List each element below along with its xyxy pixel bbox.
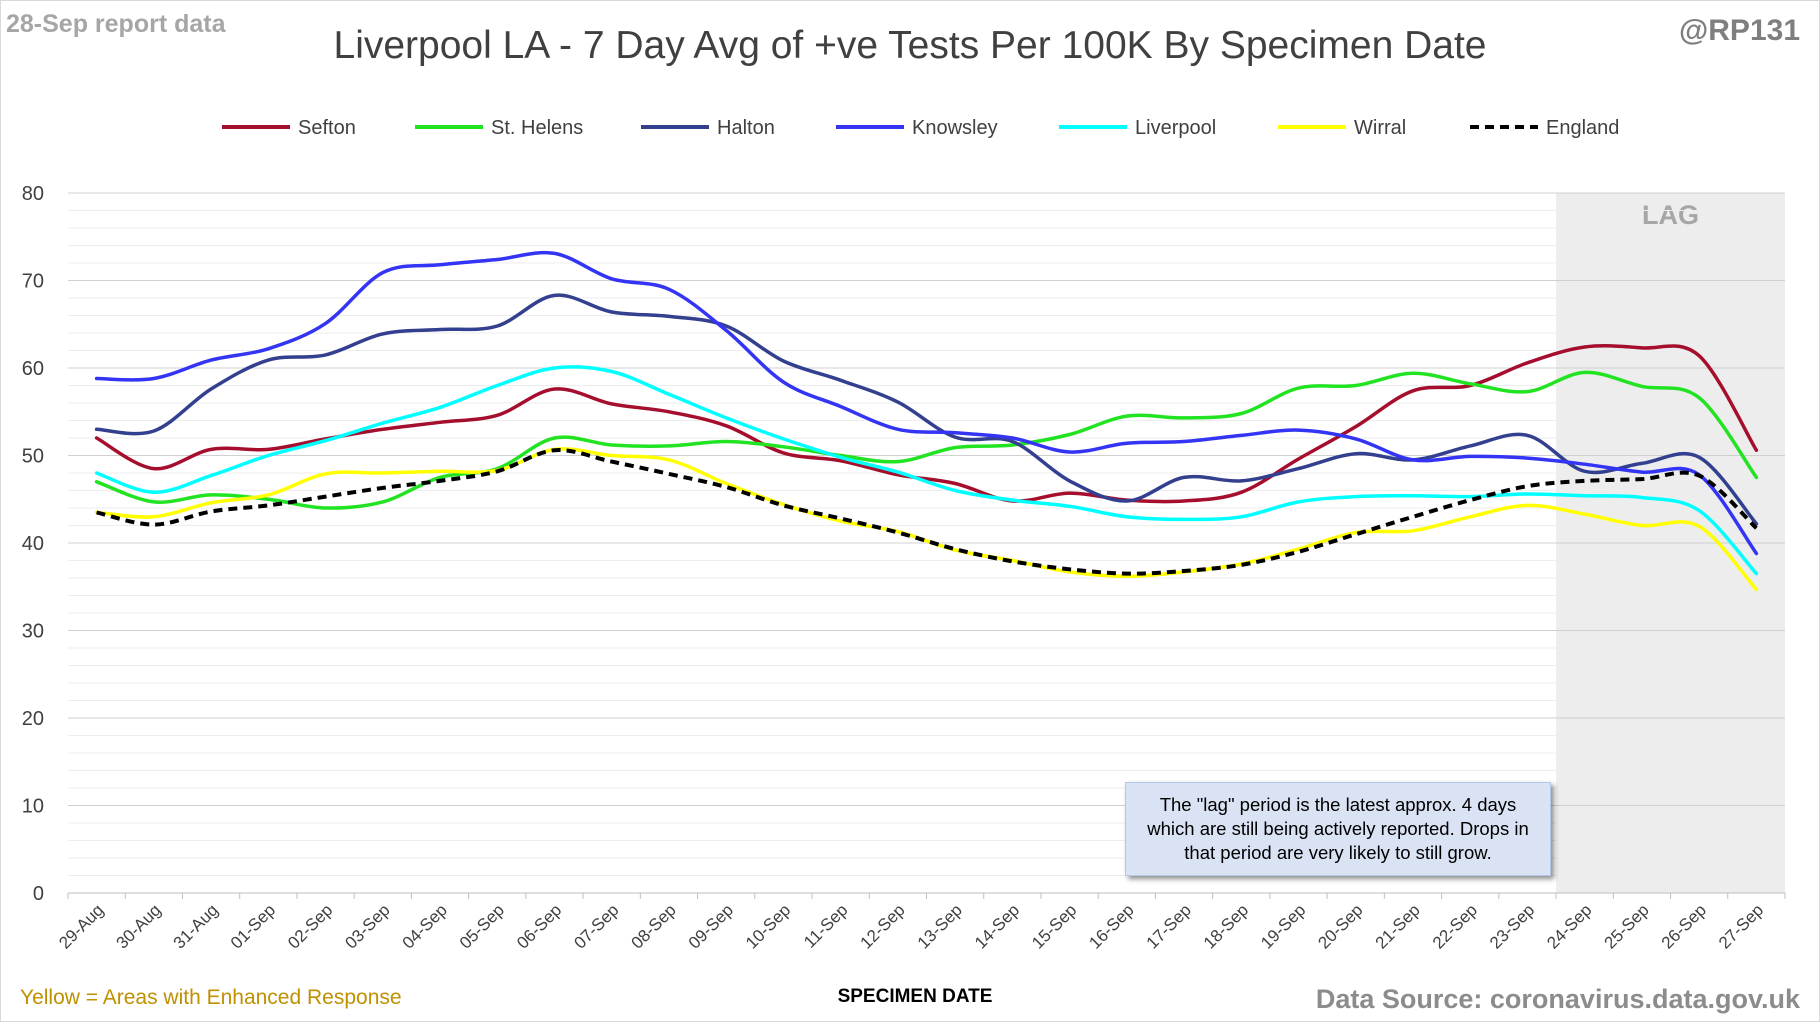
x-tick-label: 02-Sep <box>284 900 336 952</box>
report-date: 28-Sep report data <box>6 10 226 38</box>
legend-label-wirral: Wirral <box>1354 117 1406 139</box>
x-tick-label: 07-Sep <box>570 900 622 952</box>
y-tick-label: 70 <box>22 271 44 293</box>
series-line-st-helens <box>94 370 1759 510</box>
x-tick-label: 09-Sep <box>685 900 737 952</box>
y-tick-label: 80 <box>22 183 44 205</box>
legend-label-england: England <box>1546 117 1619 139</box>
x-tick-label: 16-Sep <box>1085 900 1137 952</box>
y-tick-label: 40 <box>22 533 44 555</box>
x-axis-ticks: 29-Aug 30-Aug 31-Aug 01-Sep 02-Sep 03-Sep 04-S… <box>55 900 1767 952</box>
x-tick-label: 20-Sep <box>1314 900 1366 952</box>
x-tick-label: 14-Sep <box>971 900 1023 952</box>
series-line-sefton <box>94 344 1759 504</box>
x-tick-label: 13-Sep <box>914 900 966 952</box>
series-line-england <box>96 448 1758 576</box>
y-tick-label: 0 <box>33 883 44 905</box>
legend: Sefton St. Helens Halton Knowsley Liverpool W… <box>222 117 1619 139</box>
y-tick-label: 20 <box>22 708 44 730</box>
x-tick-label: 03-Sep <box>341 900 393 952</box>
y-tick-label: 10 <box>22 796 44 818</box>
x-tick-label: 04-Sep <box>399 900 451 952</box>
y-tick-label: 30 <box>22 621 44 643</box>
axes <box>67 892 1786 899</box>
author-handle: @RP131 <box>1679 14 1800 47</box>
x-tick-label: 21-Sep <box>1372 900 1424 952</box>
series-line-knowsley <box>94 250 1759 556</box>
x-tick-label: 29-Aug <box>55 900 107 952</box>
x-tick-label: 01-Sep <box>227 900 279 952</box>
x-tick-label: 15-Sep <box>1028 900 1080 952</box>
legend-label-st-helens: St. Helens <box>491 117 583 139</box>
legend-label-knowsley: Knowsley <box>912 117 998 139</box>
x-tick-label: 12-Sep <box>857 900 909 952</box>
y-tick-label: 50 <box>22 446 44 468</box>
series-lines <box>94 250 1759 592</box>
x-tick-label: 06-Sep <box>513 900 565 952</box>
x-tick-label: 19-Sep <box>1257 900 1309 952</box>
lag-note: The "lag" period is the latest approx. 4… <box>1125 782 1551 876</box>
chart-title: Liverpool LA - 7 Day Avg of +ve Tests Pe… <box>333 24 1487 67</box>
data-source: Data Source: coronavirus.data.gov.uk <box>1315 984 1800 1014</box>
x-tick-label: 26-Sep <box>1658 900 1710 952</box>
y-tick-label: 60 <box>22 358 44 380</box>
legend-label-halton: Halton <box>717 117 775 139</box>
x-tick-label: 11-Sep <box>800 900 851 951</box>
series-line-wirral <box>94 447 1759 592</box>
x-tick-label: 18-Sep <box>1200 900 1252 952</box>
x-tick-label: 30-Aug <box>112 900 164 952</box>
enhanced-response-footnote: Yellow = Areas with Enhanced Response <box>20 986 402 1009</box>
y-axis-ticks: 0 10 20 30 40 50 60 70 80 <box>22 183 44 905</box>
x-tick-label: 08-Sep <box>628 900 680 952</box>
x-tick-label: 22-Sep <box>1429 900 1481 952</box>
legend-label-liverpool: Liverpool <box>1135 117 1216 139</box>
gridlines <box>68 192 1785 876</box>
x-tick-label: 25-Sep <box>1601 900 1653 952</box>
x-tick-label: 27-Sep <box>1715 900 1767 952</box>
x-tick-label: 17-Sep <box>1143 900 1195 952</box>
x-tick-label: 23-Sep <box>1486 900 1538 952</box>
x-axis-label: SPECIMEN DATE <box>838 986 993 1007</box>
x-tick-label: 10-Sep <box>742 900 794 952</box>
x-tick-label: 24-Sep <box>1543 900 1595 952</box>
lag-label: LAG <box>1642 200 1699 230</box>
x-tick-label: 31-Aug <box>170 900 222 952</box>
x-tick-label: 05-Sep <box>456 900 508 952</box>
legend-label-sefton: Sefton <box>298 117 356 139</box>
series-line-halton <box>94 293 1759 526</box>
series-line-liverpool <box>94 365 1759 576</box>
